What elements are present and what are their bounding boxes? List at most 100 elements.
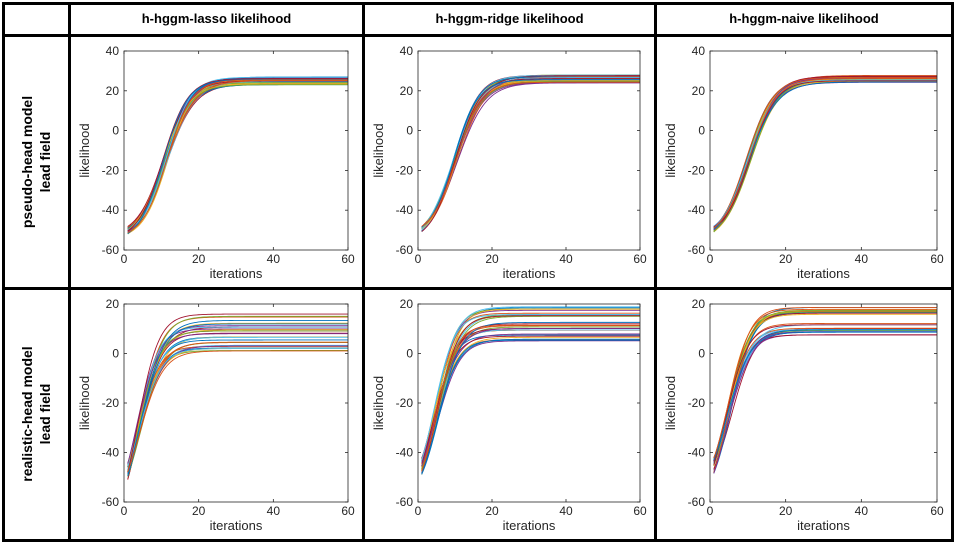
y-tick-label: 0 xyxy=(698,124,705,138)
likelihood-series-line xyxy=(127,80,348,233)
likelihood-series-line xyxy=(127,84,348,233)
x-tick-label: 40 xyxy=(267,504,281,518)
axes-box xyxy=(123,50,349,251)
likelihood-series-line xyxy=(421,75,640,230)
table-border-col1 xyxy=(68,2,71,542)
likelihood-series-line xyxy=(127,84,348,234)
likelihood-series-line xyxy=(421,314,640,461)
plot-realistic-ridge: 0 20 40 60 -60 -40 -20 0 20 iterations likelihood xyxy=(365,290,654,539)
likelihood-series-line xyxy=(127,346,348,473)
likelihood-series-line xyxy=(127,79,348,230)
x-tick-label: 0 xyxy=(707,504,714,518)
y-tick-label: -20 xyxy=(688,396,706,410)
plot-realistic-naive: 0 20 40 60 -60 -40 -20 0 20 iterations likelihood xyxy=(657,290,951,539)
x-tick-label: 60 xyxy=(633,504,647,518)
y-tick-label: -40 xyxy=(688,203,706,217)
likelihood-series-line xyxy=(713,310,937,460)
x-tick-label: 0 xyxy=(415,252,422,266)
y-axis-label: likelihood xyxy=(371,376,386,430)
likelihood-series-line xyxy=(713,328,937,469)
y-tick-label: -20 xyxy=(688,163,706,177)
likelihood-series-line xyxy=(421,77,640,228)
likelihood-series-line xyxy=(421,308,640,470)
likelihood-series-line xyxy=(713,80,937,227)
y-tick-label: -40 xyxy=(102,203,120,217)
chart-svg: 0 20 40 60 -60 -40 -20 0 20 iterations likelihood xyxy=(77,297,355,533)
likelihood-series-line xyxy=(713,78,937,229)
y-tick-label: 20 xyxy=(692,84,706,98)
x-tick-label: 20 xyxy=(485,252,499,266)
likelihood-series-line xyxy=(421,75,640,232)
y-tick-label: -60 xyxy=(688,243,706,257)
likelihood-series-line xyxy=(421,333,640,461)
likelihood-series-line xyxy=(127,328,348,465)
likelihood-series-line xyxy=(421,312,640,471)
chart-svg: 0 20 40 60-60-40-2002040iterationslikelihoo… xyxy=(77,44,355,281)
chart-svg: 0 20 40 60-60-40-2002040iterationslikelihoo… xyxy=(663,44,944,281)
x-axis-label: iterations xyxy=(210,518,263,533)
y-tick-label: -60 xyxy=(102,495,120,509)
likelihood-series-line xyxy=(127,79,348,233)
plot-realistic-lasso: 0 20 40 60 -60 -40 -20 0 20 iterations likelihood xyxy=(71,290,362,539)
y-axis-label: likelihood xyxy=(663,123,678,177)
y-tick-label: -20 xyxy=(102,163,120,177)
table-border-left xyxy=(2,2,5,542)
y-tick-label: -60 xyxy=(396,243,414,257)
likelihood-series-line xyxy=(713,77,937,230)
likelihood-series-line xyxy=(127,78,348,231)
y-tick-label: -20 xyxy=(396,163,414,177)
y-tick-label: 0 xyxy=(406,124,413,138)
likelihood-series-line xyxy=(127,83,348,232)
likelihood-series-line xyxy=(127,81,348,228)
likelihood-series-line xyxy=(713,331,937,461)
x-tick-label: 60 xyxy=(930,504,944,518)
table-border-right xyxy=(951,2,954,542)
likelihood-series-line xyxy=(127,76,348,231)
y-tick-label: 40 xyxy=(400,44,414,58)
y-axis-label: likelihood xyxy=(77,376,92,430)
plot-pseudo-naive: 0 20 40 60 -60 -40 -20 0 20 40 iterations likelihoo… xyxy=(657,37,951,287)
y-tick-label: 20 xyxy=(692,297,706,311)
likelihood-series-line xyxy=(713,79,937,230)
y-tick-label: 0 xyxy=(406,347,413,361)
likelihood-series-line xyxy=(421,76,640,227)
likelihood-series-line xyxy=(421,82,640,229)
likelihood-series-line xyxy=(713,75,937,228)
likelihood-series-line xyxy=(421,309,640,459)
likelihood-series-line xyxy=(421,315,640,474)
likelihood-series-line xyxy=(127,341,348,477)
y-tick-label: -40 xyxy=(102,446,120,460)
y-tick-label: 0 xyxy=(112,347,119,361)
likelihood-series-line xyxy=(421,77,640,230)
likelihood-series-line xyxy=(421,79,640,228)
y-tick-label: -60 xyxy=(102,243,120,257)
x-tick-label: 20 xyxy=(779,252,793,266)
likelihood-series-line xyxy=(713,308,937,459)
likelihood-series-line xyxy=(421,74,640,228)
chart-svg: 0 20 40 60-60-40-2002040iterationslikelihoo… xyxy=(371,44,647,281)
table-border-middle xyxy=(2,287,954,290)
likelihood-series-line xyxy=(421,327,640,467)
likelihood-series-line xyxy=(127,322,348,476)
likelihood-series-line xyxy=(127,319,348,475)
likelihood-series-line xyxy=(713,311,937,459)
likelihood-series-line xyxy=(127,329,348,467)
chart-svg: 0 20 40 60 -60 -40 -20 0 20 iterations likelihood xyxy=(663,297,944,533)
likelihood-series-line xyxy=(127,80,348,227)
likelihood-series-line xyxy=(127,84,348,230)
likelihood-series-line xyxy=(713,80,937,228)
likelihood-series-line xyxy=(127,78,348,229)
x-tick-label: 60 xyxy=(341,252,355,266)
likelihood-series-line xyxy=(713,77,937,229)
series-group xyxy=(127,76,348,235)
likelihood-series-line xyxy=(127,83,348,231)
x-tick-label: 0 xyxy=(121,252,128,266)
likelihood-series-line xyxy=(127,316,348,467)
y-tick-label: 0 xyxy=(112,124,119,138)
x-tick-label: 0 xyxy=(707,252,714,266)
likelihood-series-line xyxy=(127,78,348,232)
x-tick-label: 0 xyxy=(415,504,422,518)
row-header-realistic-line2: lead field xyxy=(37,383,53,445)
y-axis-label: likelihood xyxy=(371,123,386,177)
